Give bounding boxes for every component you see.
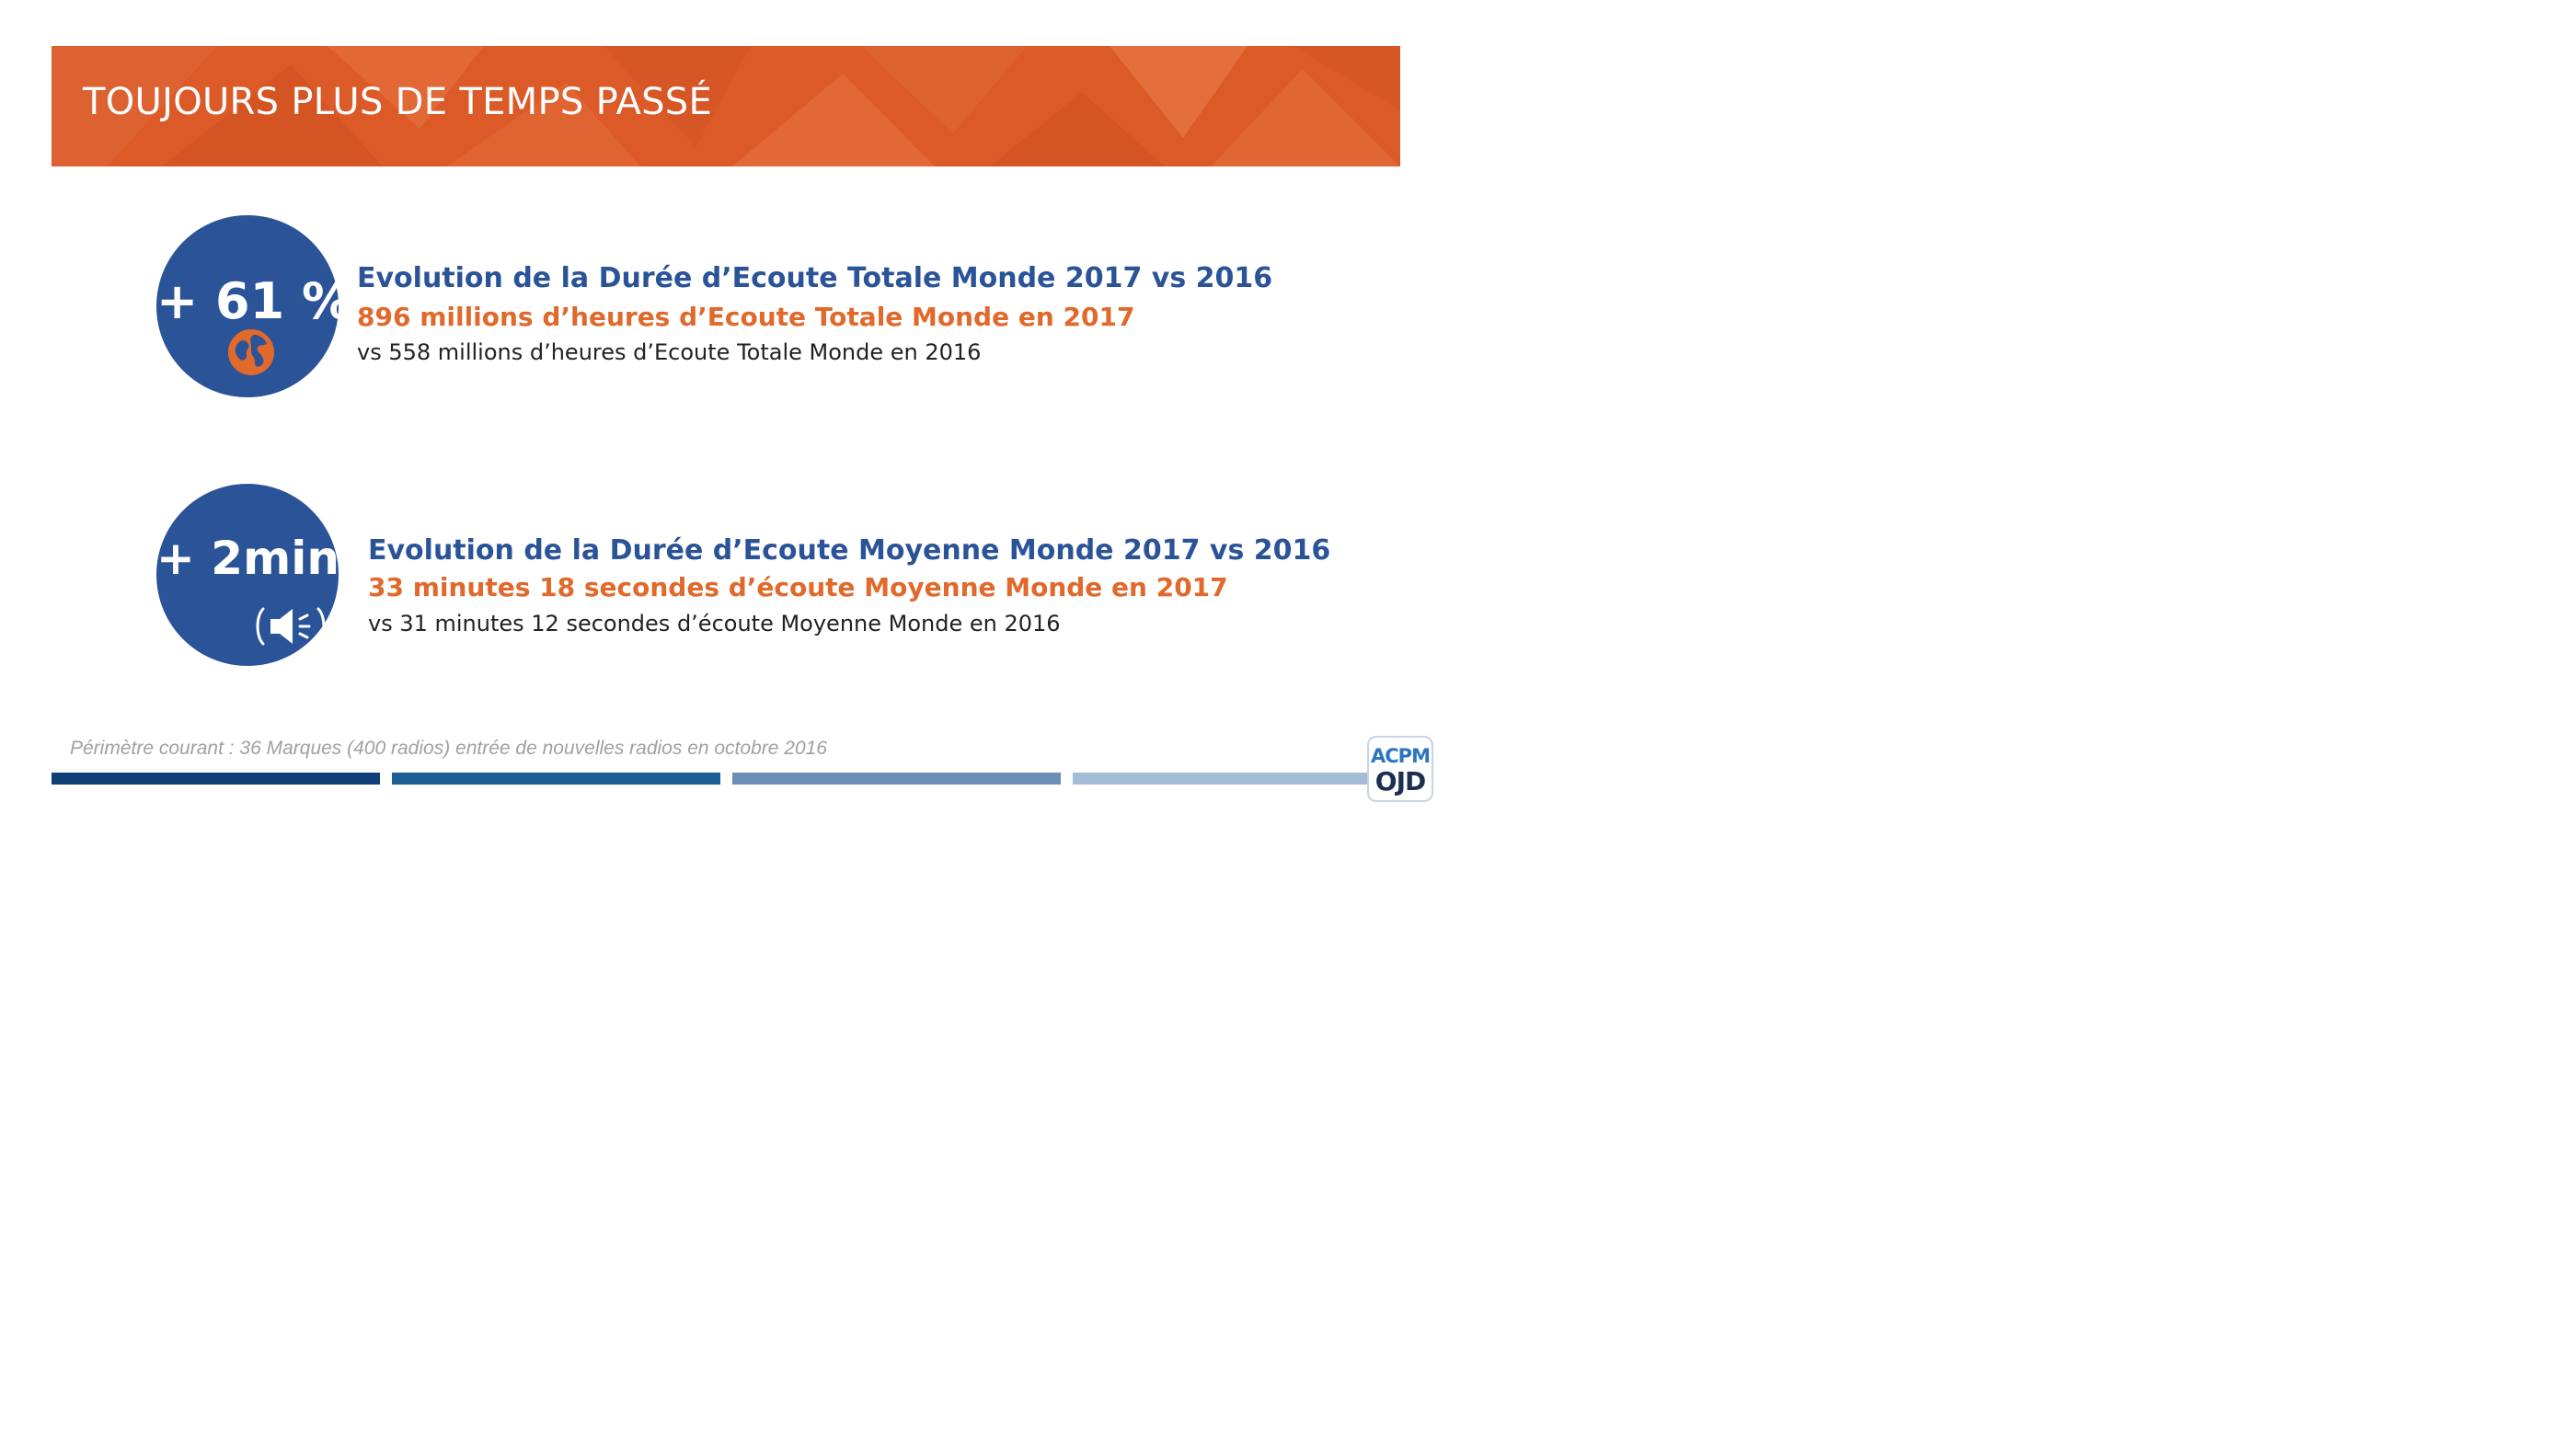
stat-headline-total: Evolution de la Durée d’Ecoute Totale Mo… xyxy=(357,262,1273,294)
logo-text-top: ACPM xyxy=(1371,745,1431,767)
slide: TOUJOURS PLUS DE TEMPS PASSÉ + 61 % Evol… xyxy=(0,0,1443,809)
stat-highlight-total: 896 millions d’heures d’Ecoute Totale Mo… xyxy=(357,302,1135,332)
stat-value-total: + 61 % xyxy=(156,272,352,330)
footer-bar xyxy=(732,773,1061,785)
page-title: TOUJOURS PLUS DE TEMPS PASSÉ xyxy=(83,81,713,123)
stat-value-average: + 2min xyxy=(156,532,339,585)
header-banner: TOUJOURS PLUS DE TEMPS PASSÉ xyxy=(52,46,1400,166)
stat-headline-average: Evolution de la Durée d’Ecoute Moyenne M… xyxy=(368,534,1331,567)
speaker-icon xyxy=(256,607,326,646)
footer-bar xyxy=(52,773,380,785)
globe-icon xyxy=(226,327,276,377)
footer-bar xyxy=(1073,773,1400,785)
stat-circle-average: + 2min xyxy=(156,484,339,666)
acpm-ojd-logo: ACPM OJD xyxy=(1367,736,1433,802)
stat-highlight-average: 33 minutes 18 secondes d’écoute Moyenne … xyxy=(368,572,1228,602)
stat-comparison-total: vs 558 millions d’heures d’Ecoute Totale… xyxy=(357,339,982,365)
logo-text-bottom: OJD xyxy=(1374,766,1426,796)
footnote: Périmètre courant : 36 Marques (400 radi… xyxy=(70,738,827,759)
stat-comparison-average: vs 31 minutes 12 secondes d’écoute Moyen… xyxy=(368,611,1061,636)
stat-circle-total: + 61 % xyxy=(156,215,352,397)
footer-bar xyxy=(392,773,720,785)
banner-pattern xyxy=(52,46,1400,166)
